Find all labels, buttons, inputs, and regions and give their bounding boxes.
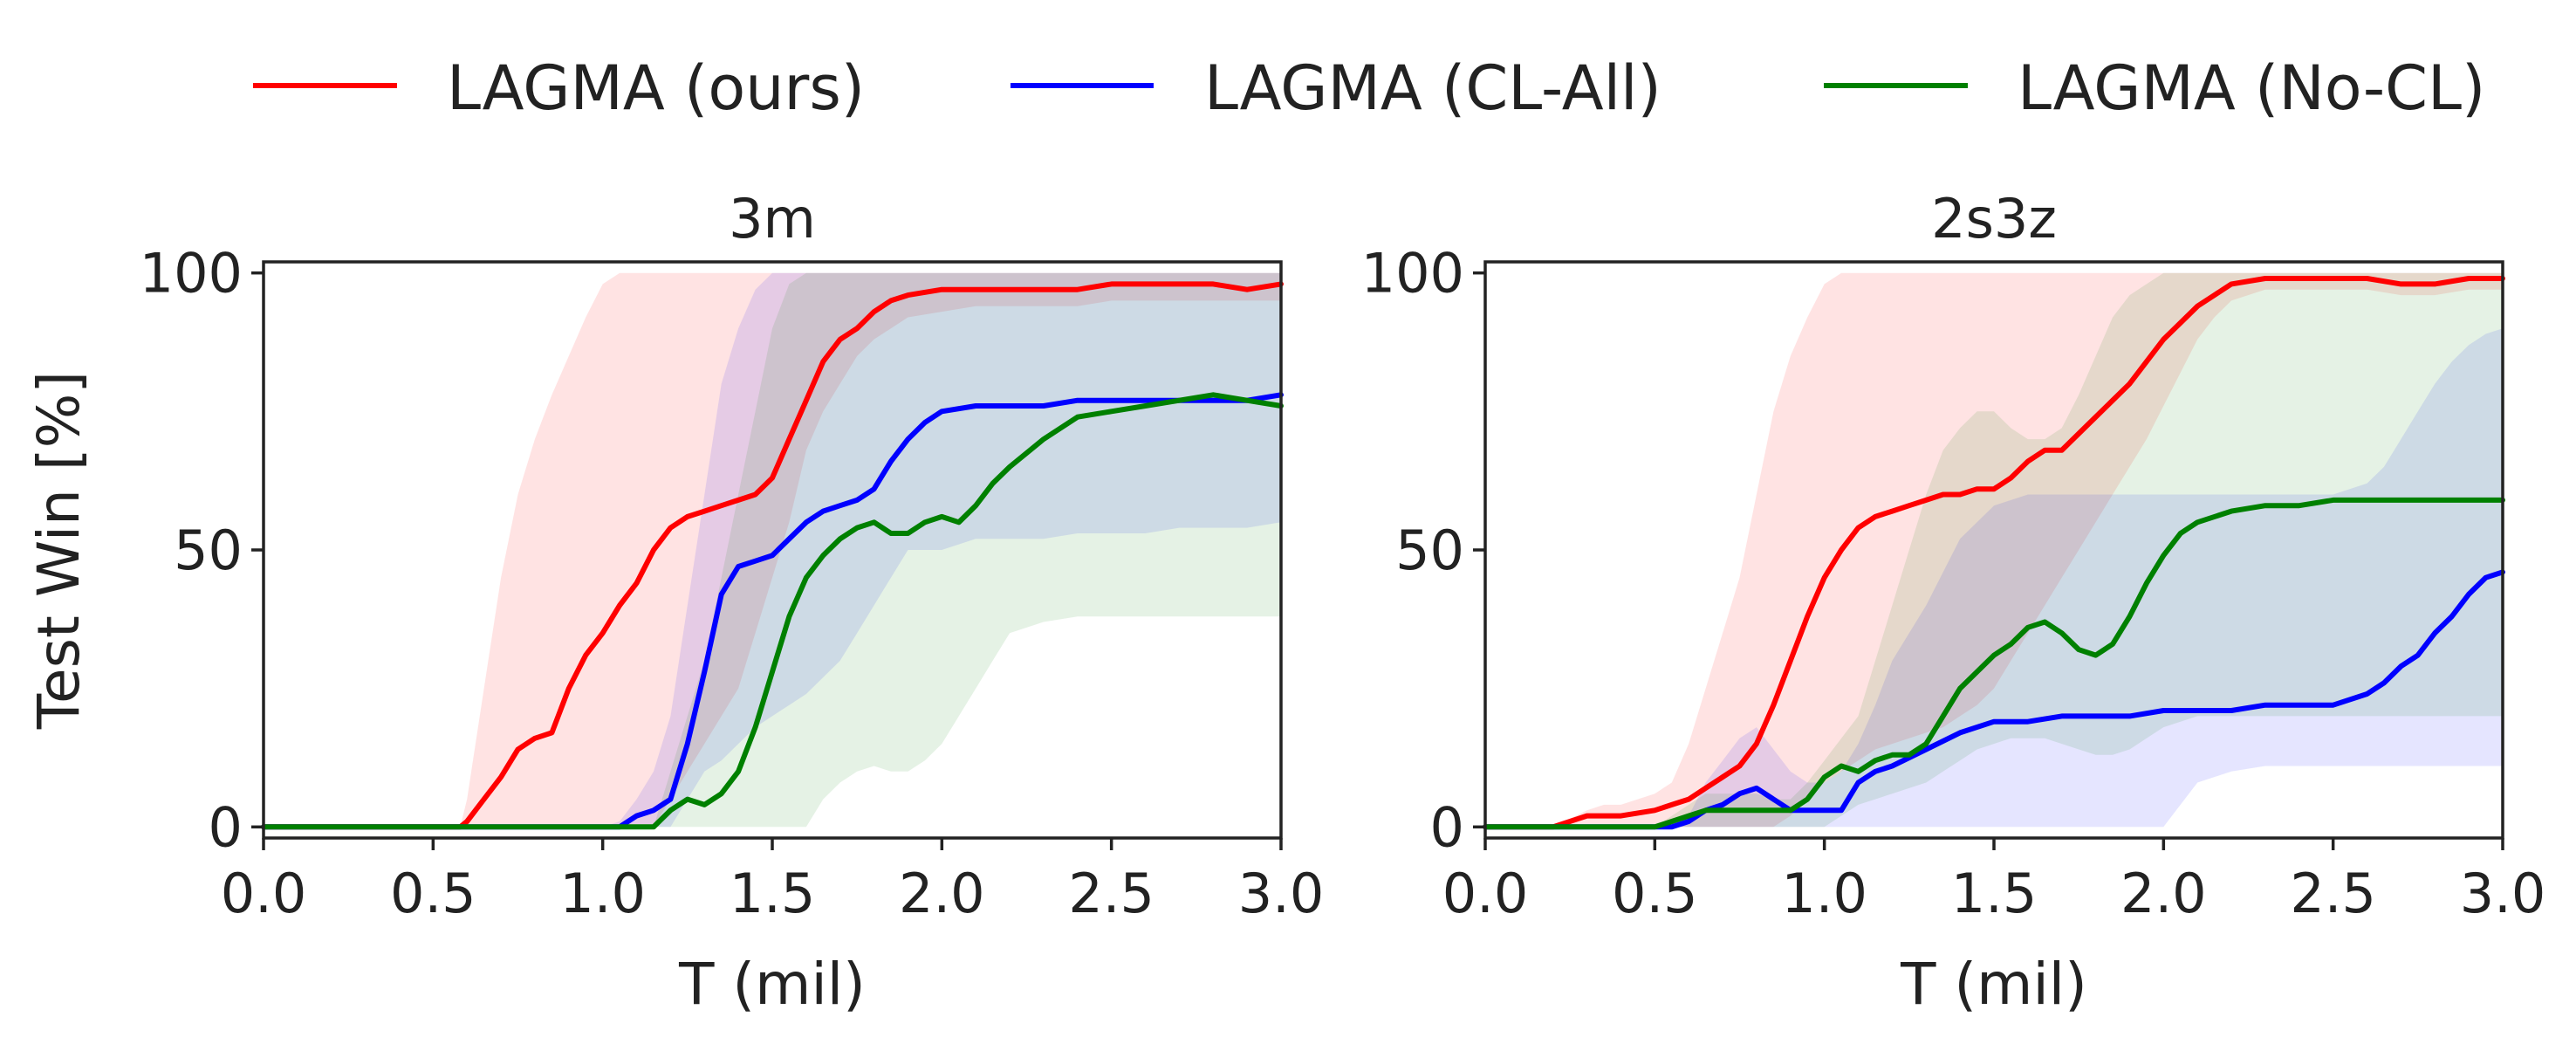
line-lagma-cl-all bbox=[1483, 569, 2505, 830]
y-tick-label: 50 bbox=[174, 519, 243, 582]
y-tick-label: 100 bbox=[1361, 242, 1464, 306]
y-tick-label: 0 bbox=[209, 795, 243, 859]
x-tick-label: 3.0 bbox=[1238, 862, 1325, 925]
line-lagma-cl-all bbox=[261, 392, 1284, 830]
subplot-title: 3m bbox=[729, 187, 816, 251]
x-tick-label: 2.5 bbox=[1068, 862, 1154, 925]
legend-label-lagma-ours: LAGMA (ours) bbox=[447, 52, 865, 124]
x-tick-label: 1.0 bbox=[1781, 862, 1867, 925]
y-tick-label: 0 bbox=[1430, 795, 1464, 859]
band-lagma-ours bbox=[1485, 272, 2503, 828]
x-tick-label: 3.0 bbox=[2460, 862, 2546, 925]
legend: LAGMA (ours) LAGMA (CL-All) LAGMA (No-CL… bbox=[253, 52, 2485, 124]
subplot-3m: 0.0 0.5 1.0 1.5 2.0 2.5 3.0 0 50 100 3m T (mil) Test… bbox=[25, 187, 1324, 1018]
band-lagma-no-cl bbox=[264, 272, 1281, 828]
legend-label-lagma-no-cl: LAGMA (No-CL) bbox=[2018, 52, 2485, 124]
line-lagma-ours bbox=[1483, 276, 2505, 830]
x-axis-label: T (mil) bbox=[678, 951, 866, 1018]
x-tick-label: 0.5 bbox=[1612, 862, 1698, 925]
y-tick-label: 50 bbox=[1395, 519, 1464, 582]
x-tick-label: 2.0 bbox=[899, 862, 985, 925]
subplot-2s3z: 0.0 0.5 1.0 1.5 2.0 2.5 3.0 0 50 100 2s3z T (mil) bbox=[1361, 187, 2546, 1018]
x-tick-label: 0.0 bbox=[1442, 862, 1529, 925]
x-tick-label: 2.5 bbox=[2290, 862, 2376, 925]
band-lagma-cl-all bbox=[264, 272, 1281, 828]
x-tick-label: 2.0 bbox=[2120, 862, 2207, 925]
x-tick-label: 1.5 bbox=[730, 862, 816, 925]
line-lagma-ours bbox=[261, 281, 1284, 830]
subplot-title: 2s3z bbox=[1931, 187, 2057, 251]
y-axis-label: Test Win [%] bbox=[25, 371, 92, 730]
x-tick-label: 1.0 bbox=[559, 862, 646, 925]
band-lagma-no-cl bbox=[1485, 272, 2503, 828]
x-tick-label: 0.0 bbox=[221, 862, 307, 925]
x-tick-label: 1.5 bbox=[1951, 862, 2038, 925]
line-lagma-no-cl bbox=[1483, 497, 2505, 830]
band-lagma-ours bbox=[264, 272, 1281, 828]
line-lagma-no-cl bbox=[261, 392, 1284, 830]
x-tick-label: 0.5 bbox=[390, 862, 476, 925]
band-lagma-cl-all bbox=[1485, 328, 2503, 828]
x-axis-label: T (mil) bbox=[1900, 951, 2087, 1018]
y-tick-label: 100 bbox=[140, 242, 243, 306]
legend-label-lagma-cl-all: LAGMA (CL-All) bbox=[1204, 52, 1661, 124]
